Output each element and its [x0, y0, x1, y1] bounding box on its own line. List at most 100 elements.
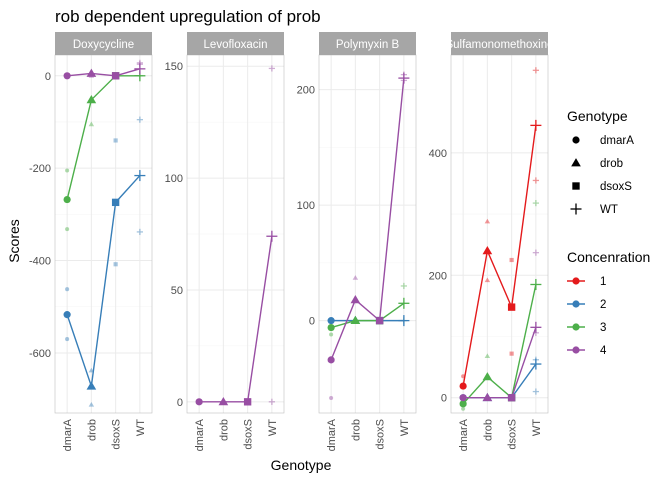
y-tick-label: -600 — [29, 348, 51, 360]
series-point — [507, 394, 516, 402]
replicate-point — [509, 351, 514, 356]
series-point — [134, 170, 146, 182]
series-line-3 — [462, 284, 537, 405]
series-line-4 — [67, 68, 141, 77]
series-point — [243, 398, 252, 406]
y-tick-label: 50 — [171, 285, 183, 297]
replicate-point — [484, 218, 491, 224]
replicate-point — [88, 121, 95, 127]
series-point — [350, 315, 361, 324]
y-tick-label: -400 — [29, 256, 51, 268]
series-point — [482, 245, 493, 255]
replicate-point — [532, 199, 539, 207]
y-tick-label: 200 — [429, 270, 447, 282]
series-point — [459, 382, 467, 390]
x-tick-label: dmarA — [458, 418, 470, 451]
series-point — [111, 72, 120, 80]
y-tick-label: 200 — [297, 85, 315, 97]
x-tick-label: dsoxS — [243, 419, 255, 450]
facet-panel-0: 0 -200 -400 -600 dmarA drob dsoxS WT Doxycycline — [29, 32, 153, 451]
legend-key-shape — [571, 158, 581, 167]
facet-strip-label: Polymyxin B — [336, 39, 400, 51]
series-point — [530, 321, 542, 333]
replicate-point — [484, 277, 491, 283]
legend-key-point — [572, 277, 580, 285]
series-point — [507, 303, 516, 311]
legend-label-color: 1 — [600, 276, 606, 288]
series-point — [218, 396, 229, 406]
series-point — [459, 394, 467, 402]
y-tick-label: 150 — [165, 61, 183, 73]
series-line-2 — [66, 175, 141, 387]
y-tick-label: 400 — [429, 148, 447, 160]
series-point — [327, 356, 335, 364]
legend-label-color: 4 — [600, 345, 607, 357]
legend-label-shape: dmarA — [600, 135, 634, 147]
x-tick-label: drob — [218, 419, 230, 441]
series-point — [134, 63, 146, 75]
replicate-point — [136, 116, 143, 123]
x-tick-label: WT — [531, 419, 543, 436]
x-tick-label: drob — [350, 419, 362, 441]
y-tick-label: 0 — [309, 316, 315, 328]
replicate-point — [65, 287, 70, 292]
replicate-point — [329, 332, 334, 337]
x-tick-label: WT — [135, 419, 147, 436]
series-point — [327, 323, 335, 332]
series-point — [266, 230, 278, 242]
series-point — [459, 400, 467, 408]
replicate-point — [268, 398, 275, 405]
series-line-4 — [330, 78, 405, 361]
replicate-point — [65, 227, 70, 232]
series-point — [63, 72, 71, 80]
series-point — [530, 358, 542, 370]
series-point — [482, 372, 493, 381]
legend-title-color: Concenration — [567, 249, 650, 265]
facet-panel-1: 0 50 100 150 dmarA drob dsoxS WT Levofloxacin — [165, 32, 285, 451]
series-point — [530, 278, 542, 291]
replicate-point — [400, 282, 407, 290]
x-tick-label: WT — [267, 419, 279, 436]
series-point — [375, 316, 384, 325]
x-tick-label: dmarA — [326, 418, 338, 451]
facet-strip-label: Levofloxacin — [204, 39, 268, 51]
legend-key-shape — [572, 182, 580, 190]
x-tick-label: drob — [86, 419, 98, 441]
legend: Genotype dmarA drob dsoxS WT Concenration 1 2 3 4 — [567, 108, 650, 357]
series-point — [398, 315, 410, 327]
y-tick-label: 0 — [177, 397, 183, 409]
replicate-point — [461, 406, 466, 411]
x-tick-label: dmarA — [194, 418, 206, 451]
facet-strip — [55, 32, 152, 55]
y-tick-label: 100 — [297, 200, 315, 212]
series-line-3 — [66, 75, 140, 200]
legend-label-shape: WT — [600, 204, 618, 216]
replicate-point — [65, 168, 70, 173]
y-tick-label: 100 — [165, 173, 183, 185]
replicate-point — [509, 257, 514, 263]
replicate-point — [484, 353, 491, 358]
legend-key-shape — [570, 203, 582, 215]
series-point — [63, 311, 71, 319]
legend-key-shape — [572, 136, 580, 144]
series-line-3 — [330, 302, 405, 329]
series-point — [86, 68, 97, 77]
x-tick-label: drob — [482, 419, 494, 441]
series-point — [86, 381, 97, 390]
series-point — [482, 392, 493, 402]
legend-title-shape: Genotype — [567, 108, 628, 124]
legend-label-shape: drob — [600, 158, 623, 170]
facet-strip — [187, 32, 284, 55]
replicate-point — [136, 228, 143, 236]
legend-key-point — [572, 300, 580, 308]
x-tick-label: dsoxS — [111, 419, 123, 450]
legend-key-point — [572, 346, 580, 354]
replicate-point — [532, 249, 539, 256]
legend-key-point — [572, 323, 580, 331]
replicate-point — [113, 138, 118, 143]
facets: 0 -200 -400 -600 dmarA drob dsoxS WT Doxycycline… — [29, 32, 549, 451]
series-point — [63, 195, 71, 204]
replicate-point — [113, 262, 118, 267]
y-tick-label: -200 — [29, 163, 51, 175]
